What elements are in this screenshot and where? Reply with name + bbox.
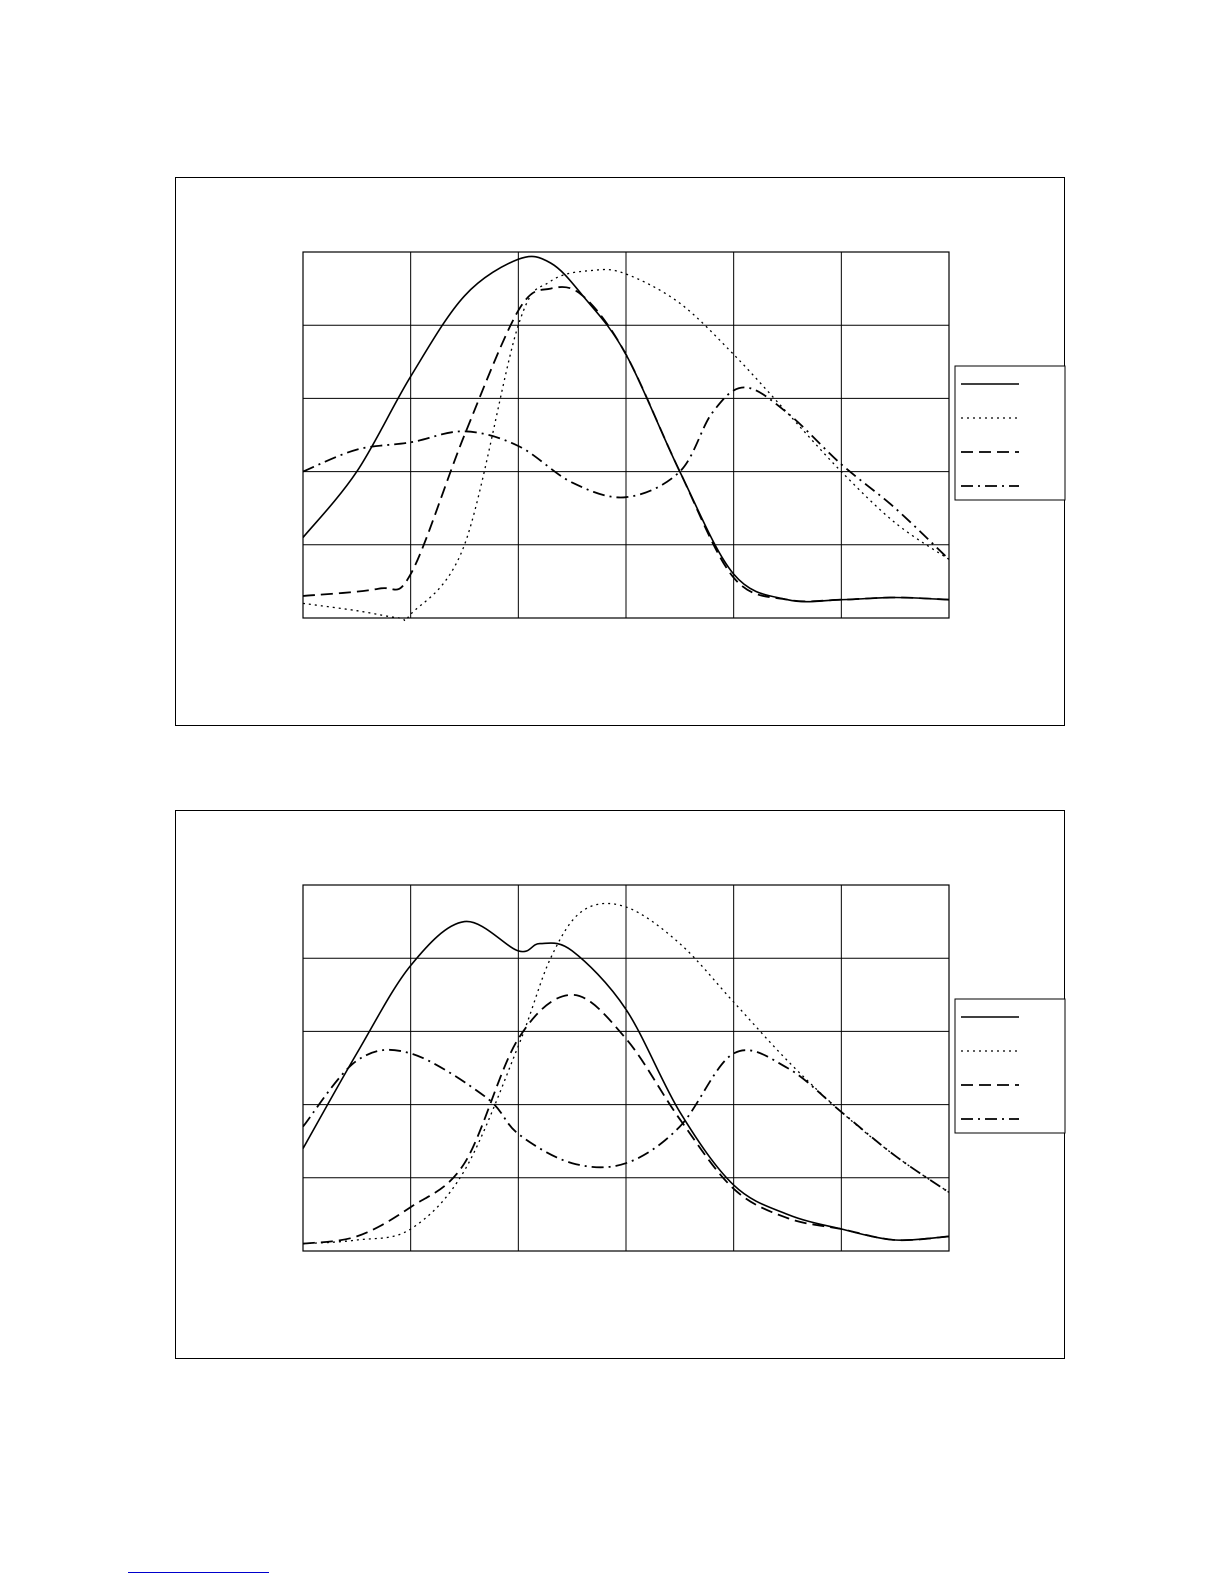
series-line-3 xyxy=(302,993,950,1245)
footer-link-underline[interactable] xyxy=(128,1572,269,1573)
series-line-1 xyxy=(302,920,950,1242)
series-line-3 xyxy=(302,286,950,603)
legend-box xyxy=(954,998,1066,1134)
chart-2 xyxy=(302,884,1066,1252)
chart-panel-2 xyxy=(175,810,1066,1359)
series-line-2 xyxy=(302,902,950,1245)
series-line-4 xyxy=(302,386,950,561)
legend-box xyxy=(954,365,1066,501)
chart-panel-1 xyxy=(175,177,1066,726)
series-line-4 xyxy=(302,1048,950,1194)
chart-1 xyxy=(302,251,1066,622)
